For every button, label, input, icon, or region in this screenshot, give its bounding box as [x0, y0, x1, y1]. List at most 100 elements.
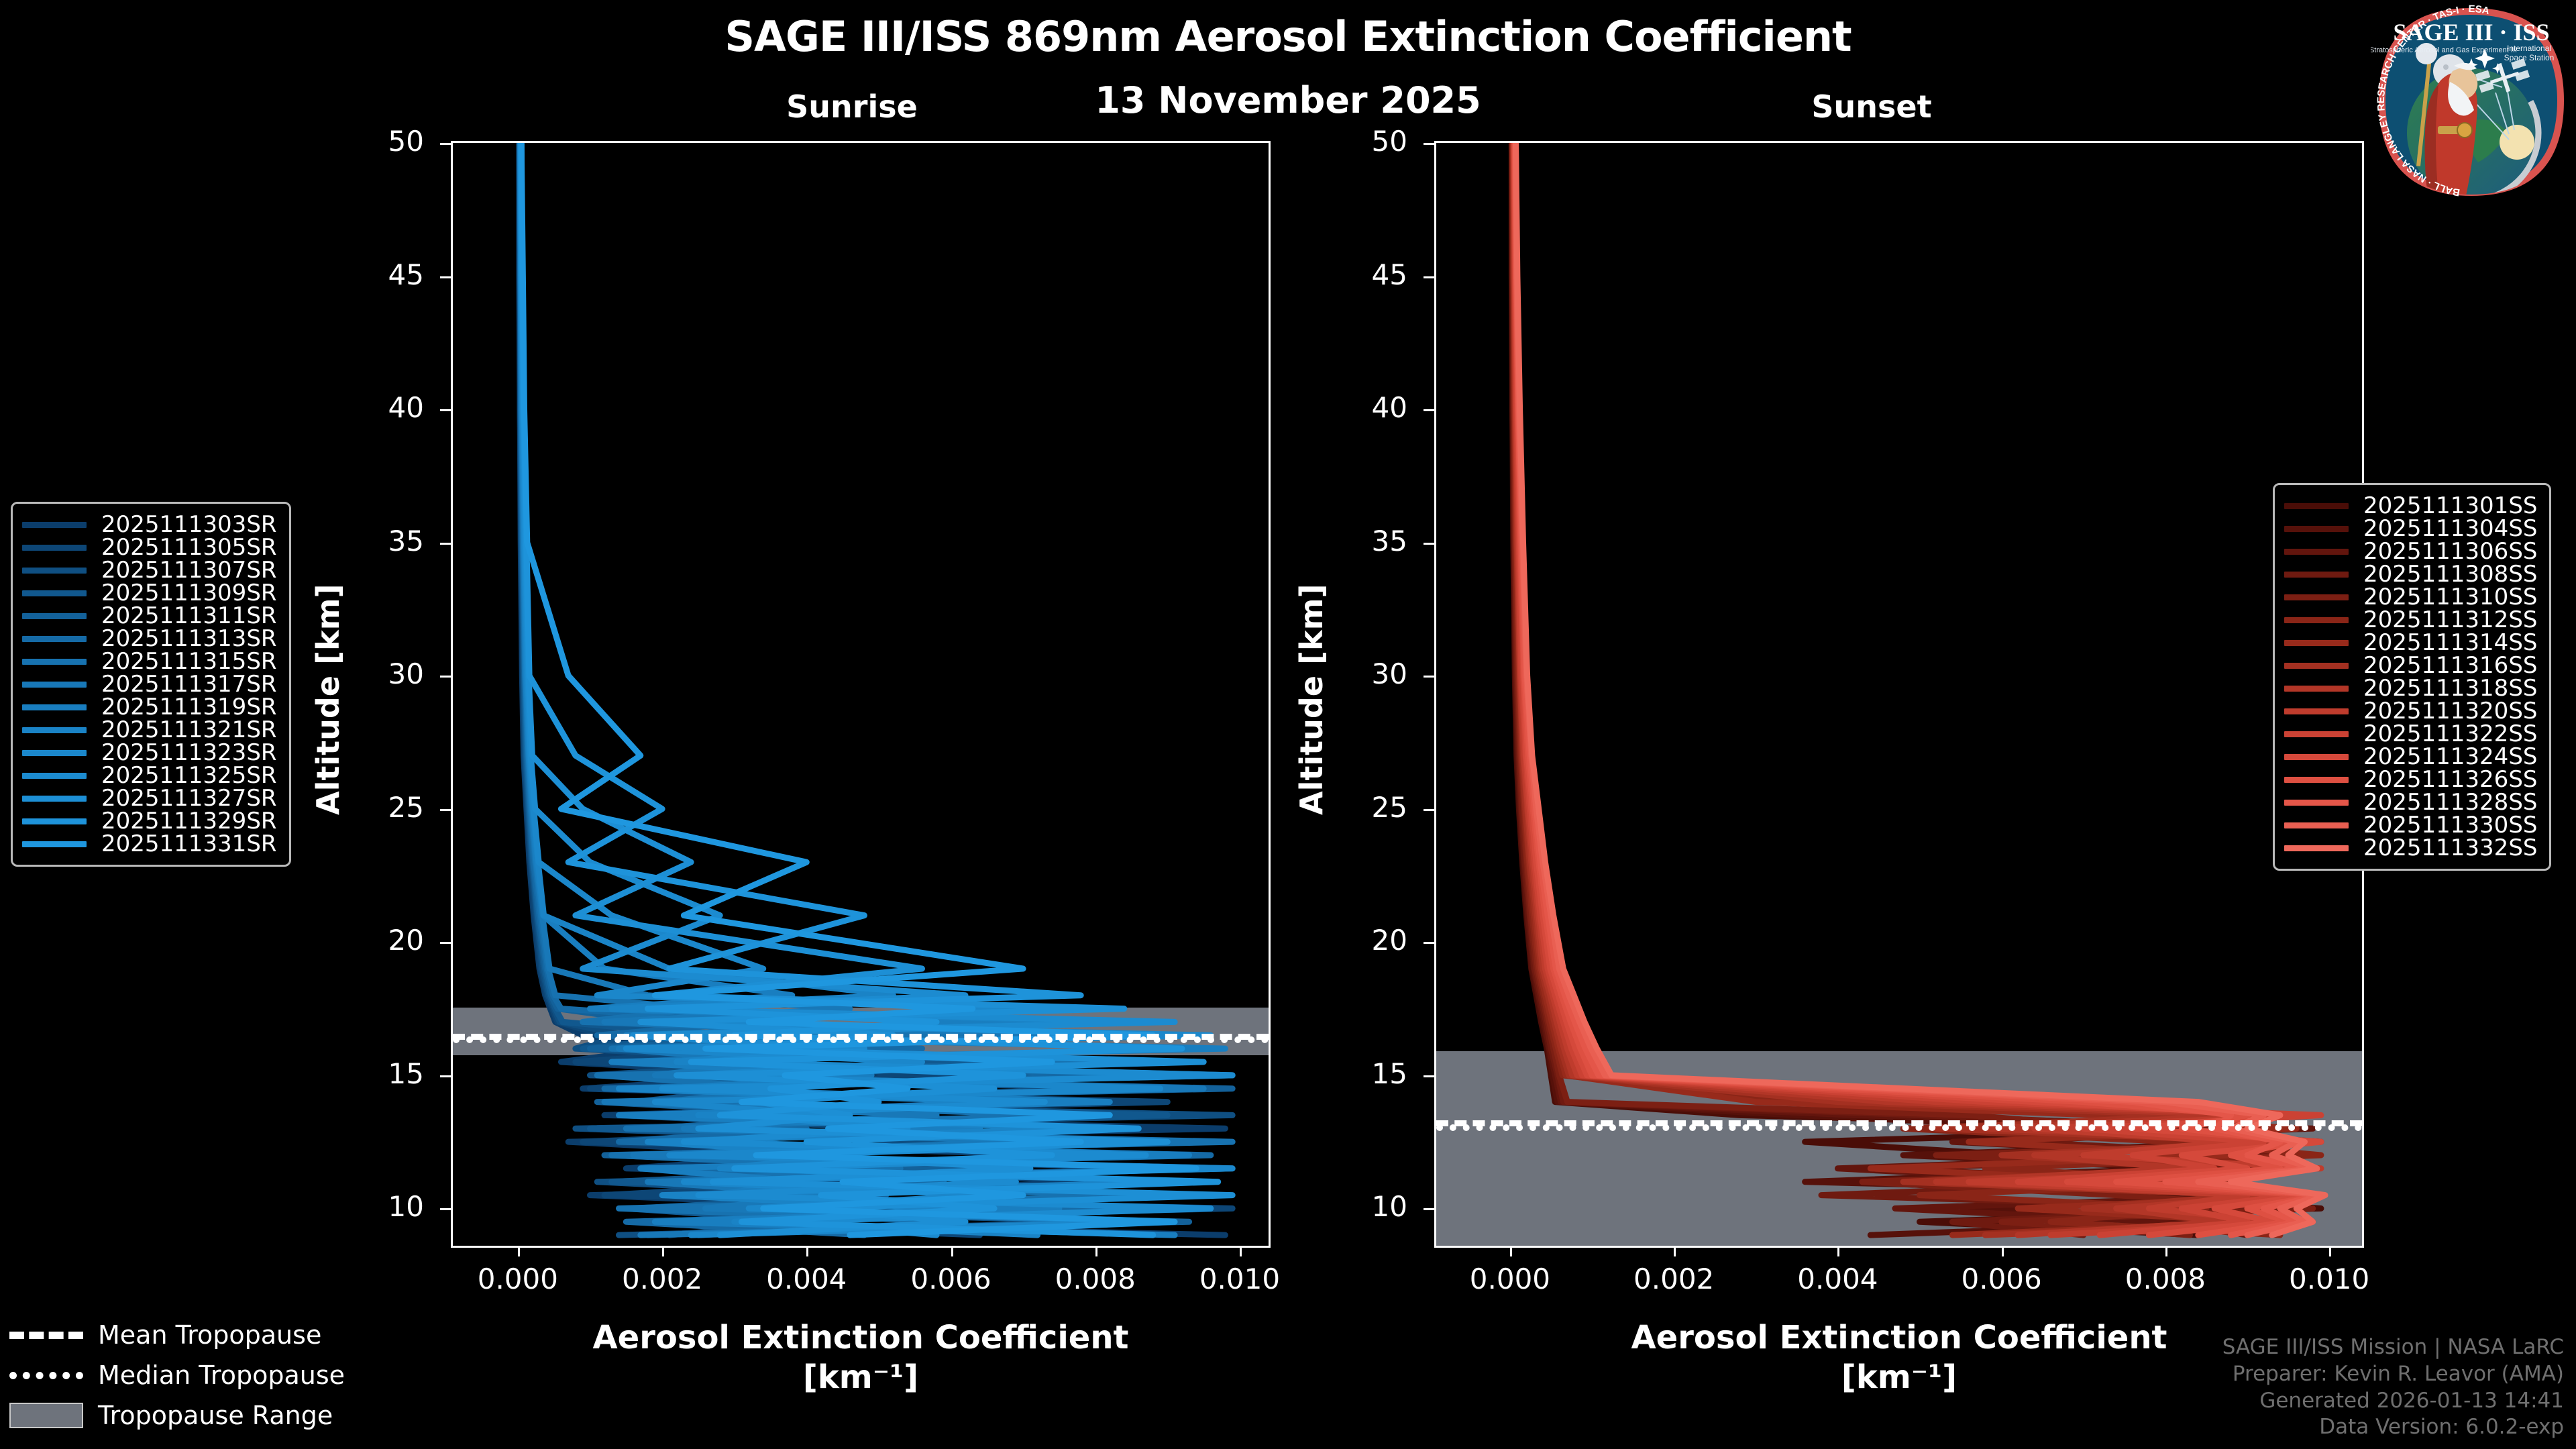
- series-line: [1511, 143, 2324, 1238]
- legend-item[interactable]: 2025111305SR: [22, 534, 277, 561]
- legend-color-swatch: [22, 658, 87, 665]
- legend-item[interactable]: 2025111312SS: [2284, 606, 2537, 633]
- legend-item-label: 2025111301SS: [2363, 492, 2538, 519]
- legend-item-label: 2025111324SS: [2363, 743, 2538, 770]
- panel-label-sunrise: Sunrise: [786, 89, 918, 125]
- legend-item[interactable]: 2025111329SR: [22, 808, 277, 835]
- credits-line-version: Data Version: 6.0.2-exp: [2319, 1415, 2564, 1440]
- legend-item[interactable]: 2025111322SS: [2284, 720, 2537, 747]
- y-tick-mark: [1424, 676, 1434, 678]
- legend-item-label: 2025111331SR: [101, 830, 277, 857]
- legend-item-label: 2025111320SS: [2363, 698, 2538, 724]
- y-tick-mark: [1424, 942, 1434, 945]
- y-tick-label: 45: [1371, 258, 1407, 291]
- legend-item[interactable]: 2025111321SR: [22, 716, 277, 743]
- legend-item[interactable]: 2025111311SR: [22, 602, 277, 629]
- legend-item-label: 2025111319SR: [101, 694, 277, 720]
- legend-item[interactable]: 2025111330SS: [2284, 812, 2537, 839]
- legend-color-swatch: [22, 727, 87, 733]
- y-tick-label: 40: [388, 391, 424, 425]
- legend-item[interactable]: 2025111327SR: [22, 785, 277, 812]
- legend-color-swatch: [22, 681, 87, 688]
- legend-item-label: 2025111303SR: [101, 511, 277, 538]
- legend-item[interactable]: 2025111317SR: [22, 671, 277, 698]
- legend-item-label: 2025111316SS: [2363, 652, 2538, 679]
- legend-item[interactable]: 2025111319SR: [22, 694, 277, 720]
- legend-color-swatch: [2284, 753, 2349, 760]
- legend-item[interactable]: 2025111328SS: [2284, 789, 2537, 816]
- logo-subtitle-right-2: Space Station: [2504, 53, 2555, 62]
- legend-item-label: 2025111307SR: [101, 557, 277, 584]
- sage-iii-iss-logo-icon: SAGE III · ISS Stratospheric Aerosol and…: [2371, 3, 2564, 198]
- legend-color-swatch: [2284, 639, 2349, 646]
- legend-item[interactable]: 2025111314SS: [2284, 629, 2537, 656]
- legend-item[interactable]: 2025111331SR: [22, 830, 277, 857]
- credits-line-preparer: Preparer: Kevin R. Leavor (AMA): [2232, 1361, 2564, 1386]
- legend-item[interactable]: 2025111323SR: [22, 739, 277, 766]
- series-line: [1511, 143, 2324, 1238]
- legend-item-label: 2025111304SS: [2363, 515, 2538, 542]
- legend-item[interactable]: 2025111313SR: [22, 625, 277, 652]
- y-tick-label: 50: [1371, 125, 1407, 158]
- legend-item[interactable]: 2025111307SR: [22, 557, 277, 584]
- legend-item[interactable]: 2025111304SS: [2284, 515, 2538, 542]
- x-tick-mark: [1509, 1246, 1512, 1256]
- credits-block: SAGE III/ISS Mission | NASA LaRC Prepare…: [2222, 1334, 2564, 1441]
- legend-sunrise[interactable]: 2025111303SR 2025111305SR 2025111307SR 2025…: [11, 502, 291, 867]
- x-tick-mark: [2001, 1246, 2004, 1256]
- median-tropopause-line: [1436, 1124, 2362, 1132]
- legend-item[interactable]: 2025111309SR: [22, 580, 277, 606]
- credits-line-generated: Generated 2026-01-13 14:41: [2259, 1388, 2564, 1413]
- x-tick-label: 0.002: [621, 1263, 703, 1295]
- x-tick-mark: [951, 1246, 953, 1256]
- x-tick-label: 0.002: [1633, 1263, 1715, 1295]
- legend-item[interactable]: 2025111326SS: [2284, 766, 2537, 793]
- legend-item[interactable]: 2025111301SS: [2284, 492, 2538, 519]
- y-tick-label: 35: [1371, 524, 1407, 557]
- legend-item[interactable]: 2025111316SS: [2284, 652, 2538, 679]
- panel-label-sunset: Sunset: [1811, 89, 1932, 125]
- legend-item[interactable]: 2025111315SR: [22, 648, 277, 675]
- y-tick-mark: [440, 276, 451, 278]
- legend-color-swatch: [2284, 822, 2349, 828]
- series-line: [1513, 143, 2324, 1238]
- x-axis-label-line1: Aerosol Extinction Coefficient: [592, 1319, 1129, 1356]
- legend-color-swatch: [2284, 548, 2349, 555]
- x-tick-label: 0.006: [1961, 1263, 2042, 1295]
- y-tick-mark: [440, 143, 451, 145]
- legend-item[interactable]: 2025111324SS: [2284, 743, 2538, 770]
- legend-item-label: 2025111306SS: [2363, 538, 2538, 565]
- x-tick-label: 0.000: [477, 1263, 558, 1295]
- legend-item-label: 2025111323SR: [101, 739, 277, 766]
- series-line: [518, 143, 1199, 1238]
- series-line: [1511, 143, 2324, 1238]
- legend-color-swatch: [2284, 594, 2349, 600]
- legend-item[interactable]: 2025111320SS: [2284, 698, 2538, 724]
- legend-item-label: 2025111309SR: [101, 580, 277, 606]
- x-axis-label: Aerosol Extinction Coefficient [km⁻¹]: [451, 1318, 1271, 1397]
- legend-item[interactable]: 2025111306SS: [2284, 538, 2538, 565]
- y-tick-mark: [1424, 1075, 1434, 1077]
- y-tick-label: 35: [388, 524, 424, 557]
- legend-item[interactable]: 2025111318SS: [2284, 675, 2537, 702]
- legend-item[interactable]: 2025111332SS: [2284, 835, 2537, 861]
- y-tick-mark: [440, 409, 451, 412]
- filled-band-icon: [9, 1403, 83, 1428]
- legend-label-range: Tropopause Range: [98, 1401, 333, 1430]
- legend-color-swatch: [2284, 731, 2349, 737]
- legend-item[interactable]: 2025111308SS: [2284, 561, 2537, 588]
- legend-item[interactable]: 2025111310SS: [2284, 584, 2538, 610]
- y-tick-mark: [440, 808, 451, 811]
- series-line: [1509, 143, 2324, 1238]
- legend-item[interactable]: 2025111303SR: [22, 511, 277, 538]
- legend-item-label: 2025111310SS: [2363, 584, 2538, 610]
- series-line: [1510, 143, 2324, 1238]
- legend-item[interactable]: 2025111325SR: [22, 762, 277, 789]
- y-tick-mark: [1424, 1208, 1434, 1211]
- y-tick-mark: [1424, 542, 1434, 545]
- legend-sunset[interactable]: 2025111301SS 2025111304SS 2025111306SS 2025…: [2273, 483, 2552, 871]
- x-tick-mark: [1239, 1246, 1242, 1256]
- x-axis-label-line2: [km⁻¹]: [1841, 1358, 1957, 1396]
- y-tick-label: 15: [388, 1057, 424, 1090]
